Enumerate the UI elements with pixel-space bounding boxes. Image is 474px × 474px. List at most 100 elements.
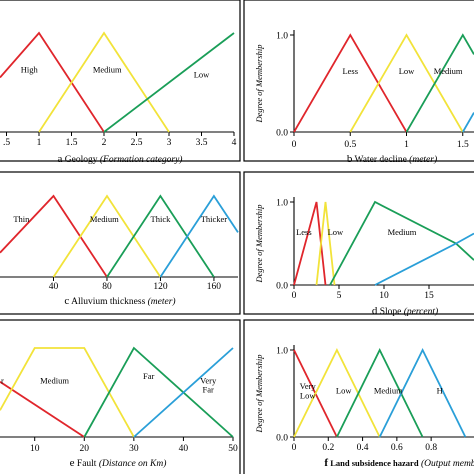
- x-tick-label: 3: [167, 138, 172, 148]
- panel-caption: e Fault (Distance on Km): [70, 457, 167, 469]
- series-line-less: [293, 201, 327, 286]
- caption-text: Water decline: [352, 155, 406, 165]
- membership-label: High: [21, 65, 39, 75]
- panel-letter: c: [64, 295, 69, 307]
- x-tick-label: 1: [404, 140, 409, 150]
- membership-label: Low: [300, 391, 316, 401]
- x-tick-label: 0: [292, 443, 297, 453]
- membership-label: Thin: [13, 214, 30, 224]
- x-tick-label: 0.5: [344, 140, 356, 150]
- series-line-very-far: [133, 347, 234, 438]
- membership-label: Low: [399, 66, 415, 76]
- y-tick-label: 0.0: [276, 434, 288, 444]
- x-tick-label: 40: [49, 282, 59, 292]
- caption-text: Slope: [377, 307, 401, 317]
- y-axis-title: Degree of Membership: [254, 354, 264, 433]
- x-tick-label: 80: [102, 282, 112, 292]
- x-tick-label: 120: [153, 282, 168, 292]
- series-line-thin: [0, 194, 108, 278]
- membership-label: Very: [200, 376, 217, 386]
- membership-label: Medium: [388, 227, 417, 237]
- membership-label: Low: [328, 227, 344, 237]
- y-tick-label: 1.0: [276, 347, 288, 357]
- series-line-unlabeled: [374, 232, 474, 286]
- x-tick-label: 0.2: [322, 443, 334, 453]
- panel-b: 0 0.5 1 1.5 0.0 1.0 Degree of Membership Less Lo…: [243, 0, 474, 165]
- x-tick-label: 15: [424, 291, 434, 301]
- membership-label: Medium: [40, 376, 69, 386]
- membership-label: Far: [203, 385, 215, 395]
- series-line-thicker: [159, 194, 239, 278]
- series-line-thick: [106, 194, 215, 278]
- panel-caption: f Land subsidence hazard (Output memb: [324, 457, 474, 469]
- membership-label: Medium: [434, 66, 463, 76]
- y-tick-label: 1.0: [276, 199, 288, 209]
- membership-label: Low: [194, 70, 210, 80]
- panel-frame: [0, 0, 241, 162]
- series-line-medium: [329, 200, 474, 286]
- panel-a: .5 1 1.5 2 2.5 3 3.5 4 High Medium Low a Geology (F…: [0, 0, 241, 165]
- x-tick-label: 0.8: [425, 443, 437, 453]
- series-line-high: [0, 31, 105, 133]
- x-tick-label: 2.5: [131, 138, 143, 148]
- x-tick-label: 160: [207, 282, 222, 292]
- membership-label: Medium: [93, 65, 122, 75]
- x-tick-label: 0: [292, 140, 297, 150]
- series-line-far: [83, 346, 234, 438]
- x-tick-label: 0.4: [357, 443, 369, 453]
- membership-label: Less: [342, 66, 358, 76]
- series-line-less: [293, 33, 408, 133]
- caption-text: Land subsidence hazard: [328, 458, 419, 468]
- series-line-medium: [405, 33, 474, 133]
- membership-label: Medium: [90, 214, 119, 224]
- panel-frame: [0, 171, 241, 315]
- y-axis-title: Degree of Membership: [254, 204, 264, 283]
- series-line-low: [103, 32, 235, 133]
- x-tick-label: 1.5: [457, 140, 469, 150]
- membership-label: H: [437, 386, 443, 396]
- panel-letter: d: [372, 305, 378, 317]
- series-line-low: [315, 201, 336, 286]
- panel-f: 0 0.2 0.4 0.6 0.8 0.0 1.0 Degree of Membership V…: [243, 319, 474, 474]
- panel-letter: a: [58, 153, 63, 165]
- x-tick-label: 10: [379, 291, 389, 301]
- panel-letter: b: [347, 153, 353, 165]
- x-tick-label: 20: [80, 444, 90, 454]
- panel-caption: b Water decline (meter): [347, 153, 437, 165]
- series-line-medium: [38, 31, 170, 133]
- series-line-low: [293, 347, 381, 438]
- caption-unit: (Formation category): [98, 154, 183, 165]
- panel-frame: [0, 319, 241, 474]
- membership-label: Medium: [374, 386, 403, 396]
- panel-letter: e: [70, 457, 75, 469]
- caption-text: Alluvium thickness: [69, 297, 145, 307]
- caption-unit: (meter): [407, 154, 437, 165]
- y-tick-label: 0.0: [276, 129, 288, 139]
- panel-frame: [243, 0, 474, 162]
- y-axis-title: Degree of Membership: [254, 44, 264, 123]
- x-tick-label: 1.5: [66, 138, 78, 148]
- panel-frame: [243, 171, 474, 315]
- y-tick-label: 0.0: [276, 282, 288, 292]
- caption-unit: (percent): [401, 306, 438, 317]
- caption-unit: (meter): [145, 296, 175, 307]
- panel-caption: d Slope (percent): [372, 305, 438, 317]
- panel-letter: f: [324, 457, 328, 469]
- panel-caption: a Geology (Formation category): [58, 153, 183, 165]
- caption-text: Fault: [75, 459, 97, 469]
- panel-d: 0 5 10 15 0.0 1.0 Degree of Membership Less Low M…: [243, 171, 474, 317]
- x-tick-label: 1: [37, 138, 42, 148]
- panel-frame: [243, 319, 474, 474]
- series-line-unlabeled: [462, 112, 474, 133]
- x-tick-label: 10: [30, 444, 40, 454]
- series-line-low: [349, 33, 464, 133]
- x-tick-label: 30: [129, 444, 139, 454]
- membership-label: Thicker: [201, 214, 228, 224]
- caption-unit: (Distance on Km): [96, 458, 166, 469]
- x-tick-label: 50: [228, 444, 238, 454]
- caption-text: Geology: [62, 155, 97, 165]
- membership-label: Thick: [151, 214, 172, 224]
- series-line-medium: [0, 347, 135, 438]
- x-tick-label: 0.6: [391, 443, 403, 453]
